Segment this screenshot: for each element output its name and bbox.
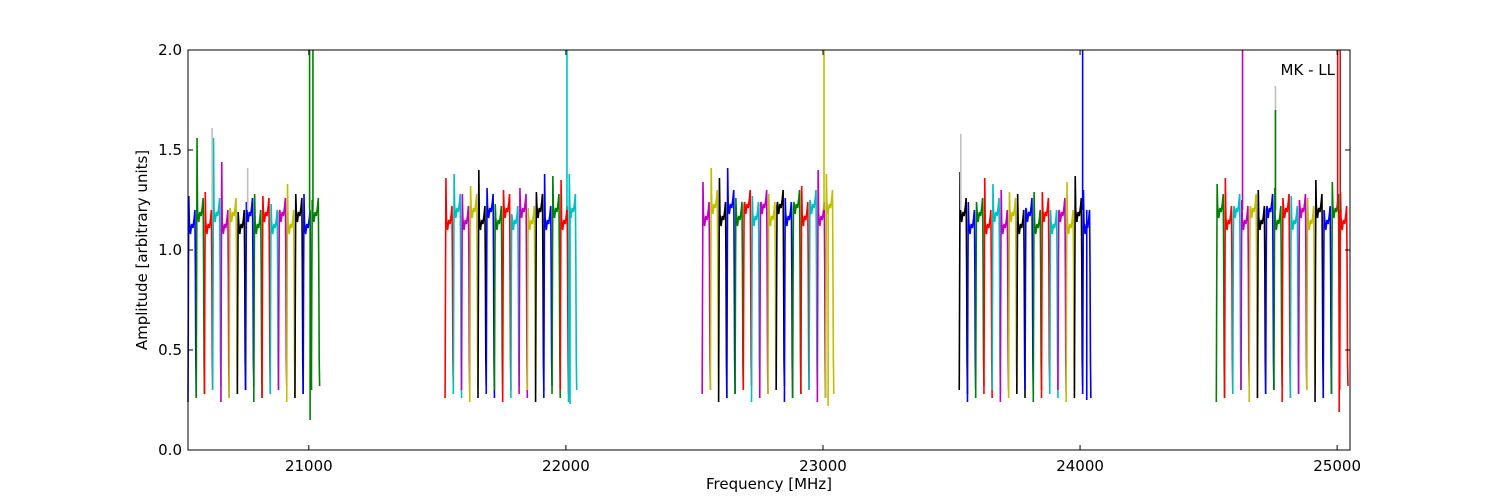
channel-curve [310, 197, 321, 391]
channel-curve [1065, 181, 1076, 403]
channel-curve [277, 197, 288, 391]
channel-curve [1281, 193, 1292, 403]
channel-curve [452, 173, 463, 399]
channel-curve [767, 193, 777, 395]
channel-curve [726, 167, 736, 399]
channel-curve [1322, 205, 1333, 399]
y-tick-label: 1.5 [158, 141, 182, 159]
annotation-label: MK - LL [1281, 61, 1336, 79]
channel-curve [1223, 177, 1234, 399]
channel-curve [187, 195, 198, 403]
spike-layer [211, 50, 1342, 420]
channel-curve [800, 185, 810, 395]
channel-curve [1273, 187, 1283, 391]
channel-curve [1040, 191, 1051, 399]
channel-curve [444, 177, 455, 399]
channel-curve [468, 185, 479, 403]
x-axis-label: Frequency [MHz] [706, 475, 832, 493]
channel-curve [501, 189, 512, 403]
channel-curve [460, 193, 471, 395]
channel-curve [758, 189, 769, 399]
channel-curve [734, 197, 745, 395]
channel-curve [742, 189, 753, 391]
channel-curve [1264, 193, 1275, 395]
channel-curve [244, 197, 255, 391]
channel-curve [534, 191, 545, 403]
channel-curve [559, 179, 570, 395]
channel-curve [1057, 197, 1067, 395]
channel-curve [1073, 175, 1084, 399]
channel-curve [1048, 209, 1059, 399]
channel-curve [775, 189, 786, 391]
channel-curve [1007, 191, 1018, 399]
channel-curve [543, 173, 553, 399]
channel-curve [824, 173, 835, 399]
x-tick-label: 21000 [285, 457, 333, 475]
channel-curve [253, 193, 263, 403]
channel-curve [991, 183, 1002, 395]
channel-curve [701, 181, 712, 395]
channel-curve [1297, 193, 1308, 395]
x-tick-label: 22000 [542, 457, 590, 475]
channel-curve [1016, 193, 1026, 399]
channel-curve [1338, 191, 1349, 391]
channel-curve [750, 195, 761, 403]
channel-curve [999, 189, 1010, 403]
channel-curve [1289, 195, 1300, 399]
y-tick-label: 0.5 [158, 341, 182, 359]
channel-curve [783, 197, 794, 403]
y-axis: 0.0 0.5 1.0 1.5 2.0 [158, 41, 1350, 459]
channel-curve [195, 137, 206, 399]
series-layer [187, 137, 1349, 403]
channel-curve [294, 193, 304, 399]
channel-curve [485, 187, 496, 399]
channel-curve [551, 175, 562, 399]
channel-curve [1231, 193, 1242, 395]
channel-curve [1215, 183, 1226, 403]
y-axis-label: Amplitude [arbitrary units] [133, 150, 151, 350]
channel-curve [220, 161, 230, 403]
channel-curve [269, 203, 280, 395]
channel-curve [709, 167, 720, 391]
channel-curve [1256, 189, 1267, 399]
x-tick-label: 23000 [799, 457, 847, 475]
channel-curve [717, 177, 728, 403]
channel-curve [211, 137, 222, 391]
channel-curve [1240, 199, 1251, 391]
channel-curve [236, 209, 247, 395]
channel-curve [791, 189, 802, 399]
channel-curve [493, 203, 504, 395]
channel-curve [1024, 197, 1035, 395]
channel-curve [510, 205, 520, 399]
x-tick-label: 24000 [1056, 457, 1104, 475]
channel-curve [567, 173, 578, 403]
y-tick-label: 0.0 [158, 441, 182, 459]
x-axis: 21000 22000 23000 24000 25000 [285, 50, 1361, 475]
channel-curve [526, 205, 537, 395]
channel-curve [1032, 191, 1043, 403]
channel-curve [228, 197, 239, 399]
channel-curve [966, 201, 977, 403]
channel-curve [808, 189, 819, 391]
channel-curve [1314, 179, 1325, 403]
channel-curve [974, 197, 985, 399]
channel-curve [983, 177, 993, 399]
channel-curve [816, 169, 827, 403]
channel-curve [518, 187, 529, 399]
channel-curve [477, 169, 488, 399]
channel-curve [261, 195, 272, 399]
y-tick-label: 1.0 [158, 241, 182, 259]
y-tick-label: 2.0 [158, 41, 182, 59]
channel-curve [203, 191, 214, 395]
channel-curve [285, 183, 296, 403]
channel-curve [1306, 197, 1316, 391]
x-tick-label: 25000 [1313, 457, 1361, 475]
channel-curve [1248, 193, 1259, 403]
